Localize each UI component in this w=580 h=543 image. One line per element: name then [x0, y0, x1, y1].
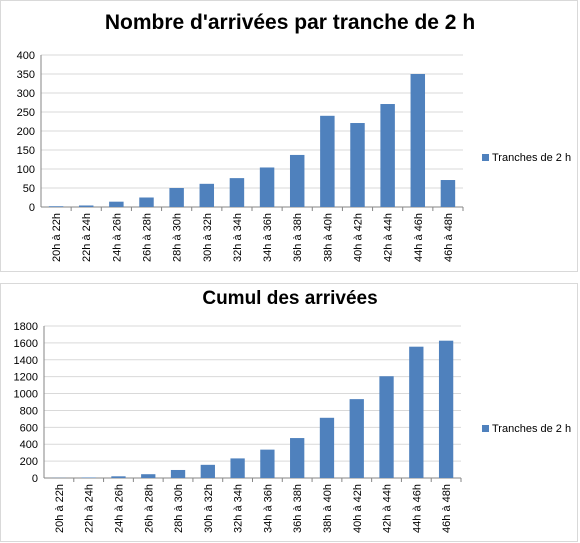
x-tick-label: 28h à 30h	[172, 213, 184, 262]
x-tick-label: 40h à 42h	[353, 213, 365, 262]
y-tick-label: 200	[17, 126, 35, 138]
bar	[260, 167, 274, 207]
bar	[290, 438, 304, 478]
bar	[171, 470, 185, 478]
x-tick-label: 26h à 28h	[142, 213, 154, 262]
chart-plot: 0 200 400 600 800 1000 1200 1400 1600 1800 20h à 2…	[1, 284, 579, 543]
x-tick-label: 44h à 46h	[413, 213, 425, 262]
chart-plot: 0 50 100 150 200 250 300 350 400 20h à 22h 22h à 2…	[1, 1, 579, 273]
bar	[260, 450, 274, 478]
bar	[82, 477, 96, 478]
y-tick-label: 150	[17, 145, 35, 157]
y-tick-label: 1200	[14, 372, 38, 384]
bar	[79, 205, 93, 207]
x-tick-label: 46h à 48h	[441, 484, 453, 533]
y-tick-label: 600	[20, 422, 38, 434]
y-tick-label: 1400	[14, 355, 38, 367]
bar	[441, 180, 455, 207]
bar	[320, 116, 334, 207]
bar	[201, 465, 215, 478]
bar	[230, 178, 244, 207]
bar	[350, 399, 364, 478]
legend-swatch	[482, 154, 489, 161]
x-tick-label: 38h à 40h	[322, 213, 334, 262]
x-tick-label: 44h à 46h	[411, 484, 423, 533]
y-tick-label: 250	[17, 107, 35, 119]
x-tick-label: 42h à 44h	[383, 213, 395, 262]
y-tick-label: 400	[17, 50, 35, 62]
x-tick-label: 32h à 34h	[232, 213, 244, 262]
x-tick-label: 22h à 24h	[84, 484, 96, 533]
x-tick-label: 34h à 36h	[262, 213, 274, 262]
legend-label: Tranches de 2 h	[492, 423, 571, 435]
x-tick-label: 20h à 22h	[51, 213, 63, 262]
x-tick-label: 30h à 32h	[202, 213, 214, 262]
x-tick-label: 36h à 38h	[292, 213, 304, 262]
y-tick-label: 350	[17, 69, 35, 81]
bar	[200, 184, 214, 207]
x-tick-label: 30h à 32h	[203, 484, 215, 533]
y-tick-label: 1800	[14, 321, 38, 333]
bar	[230, 458, 244, 478]
bar	[49, 206, 63, 207]
x-tick-label: 38h à 40h	[322, 484, 334, 533]
bar	[409, 347, 423, 478]
x-tick-label: 24h à 26h	[111, 213, 123, 262]
bar	[169, 188, 183, 207]
x-tick-label: 42h à 44h	[382, 484, 394, 533]
x-tick-label: 36h à 38h	[292, 484, 304, 533]
bar	[109, 202, 123, 207]
y-tick-label: 400	[20, 439, 38, 451]
x-tick-label: 26h à 28h	[143, 484, 155, 533]
x-tick-label: 28h à 30h	[173, 484, 185, 533]
x-tick-label: 40h à 42h	[352, 484, 364, 533]
bar	[139, 198, 153, 208]
x-tick-label: 20h à 22h	[54, 484, 66, 533]
bar	[320, 418, 334, 478]
y-tick-label: 100	[17, 164, 35, 176]
y-tick-label: 1600	[14, 338, 38, 350]
bar	[350, 123, 364, 207]
x-tick-label: 24h à 26h	[113, 484, 125, 533]
x-tick-label: 34h à 36h	[262, 484, 274, 533]
bar	[141, 474, 155, 478]
x-tick-label: 32h à 34h	[233, 484, 245, 533]
legend-swatch	[482, 425, 489, 432]
legend-label: Tranches de 2 h	[492, 152, 571, 164]
bar	[111, 476, 125, 478]
y-tick-label: 200	[20, 456, 38, 468]
bar	[380, 104, 394, 207]
y-tick-label: 0	[29, 202, 35, 214]
y-tick-label: 300	[17, 88, 35, 100]
y-tick-label: 50	[23, 183, 35, 195]
bar	[290, 155, 304, 207]
y-tick-label: 0	[32, 473, 38, 485]
bar	[411, 74, 425, 207]
bar	[439, 341, 453, 478]
y-tick-label: 1000	[14, 389, 38, 401]
bar	[379, 376, 393, 478]
x-tick-label: 22h à 24h	[81, 213, 93, 262]
x-tick-label: 46h à 48h	[443, 213, 455, 262]
y-tick-label: 800	[20, 405, 38, 417]
